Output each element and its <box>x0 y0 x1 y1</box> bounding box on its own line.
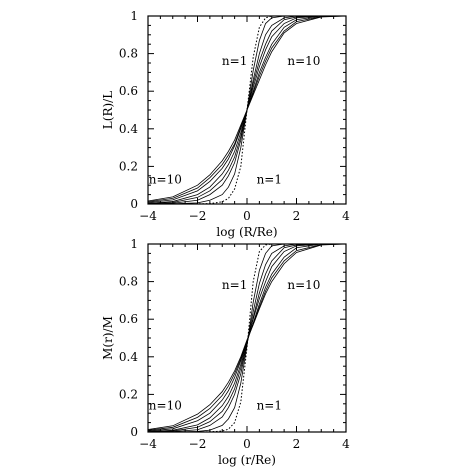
top-y-tick-label: 0.4 <box>119 122 138 136</box>
top-x-tick-label: −2 <box>189 209 207 223</box>
top-annotations: n=1 n=10 n=10 n=1 <box>149 54 321 186</box>
top-y-tick-label: 0.8 <box>119 47 138 61</box>
bottom-annotation: n=1 <box>257 398 282 412</box>
bottom-x-axis-label: log (r/Re) <box>218 453 276 467</box>
top-x-tick-label: 4 <box>342 209 350 223</box>
bottom-y-tick-label: 0.8 <box>119 275 138 289</box>
bottom-y-axis-label: M(r)/M <box>101 316 115 360</box>
bottom-x-tick-label: −4 <box>139 437 157 451</box>
bottom-y-tick-label: 0.4 <box>119 350 138 364</box>
bottom-tick-labels: −4 −2 0 2 4 0 0.2 0.4 0.6 0.8 1 <box>119 237 350 451</box>
bottom-y-tick-label: 0 <box>130 425 138 439</box>
bottom-x-tick-label: −2 <box>189 437 207 451</box>
top-annotation: n=10 <box>287 54 320 68</box>
bottom-annotation: n=10 <box>287 278 320 292</box>
top-curves <box>147 15 347 205</box>
top-annotation: n=10 <box>149 172 182 186</box>
bottom-ticks <box>147 243 347 433</box>
bottom-x-tick-label: 4 <box>342 437 350 451</box>
top-x-tick-label: 2 <box>293 209 301 223</box>
top-x-axis-label: log (R/Re) <box>216 225 277 239</box>
top-y-axis-label: L(R)/L <box>101 91 115 129</box>
bottom-panel: −4 −2 0 2 4 0 0.2 0.4 0.6 0.8 1 n=1 n=10 n=10 n=1 log… <box>101 237 350 467</box>
top-panel: −4 −2 0 2 4 0 0.2 0.4 0.6 0.8 1 n=1 n=10 n=10 n=1 log… <box>101 9 350 239</box>
bottom-annotation: n=10 <box>149 398 182 412</box>
top-annotation: n=1 <box>222 54 247 68</box>
top-annotation: n=1 <box>257 172 282 186</box>
bottom-series-n10-line <box>147 243 347 430</box>
bottom-y-tick-label: 0.2 <box>119 387 138 401</box>
top-y-tick-label: 0.6 <box>119 84 138 98</box>
bottom-annotation: n=1 <box>222 278 247 292</box>
top-y-tick-label: 1 <box>130 9 138 23</box>
top-tick-labels: −4 −2 0 2 4 0 0.2 0.4 0.6 0.8 1 <box>119 9 350 223</box>
bottom-y-tick-label: 1 <box>130 237 138 251</box>
top-y-tick-label: 0.2 <box>119 159 138 173</box>
top-ticks <box>147 15 347 205</box>
bottom-curves <box>147 243 347 433</box>
bottom-y-tick-label: 0.6 <box>119 312 138 326</box>
bottom-series-n3-line <box>147 243 346 433</box>
top-series-n10-line <box>147 15 347 202</box>
top-y-tick-label: 0 <box>130 197 138 211</box>
top-x-tick-label: −4 <box>139 209 157 223</box>
bottom-annotations: n=1 n=10 n=10 n=1 <box>149 278 321 412</box>
bottom-x-tick-label: 2 <box>293 437 301 451</box>
bottom-x-tick-label: 0 <box>243 437 251 451</box>
top-x-tick-label: 0 <box>243 209 251 223</box>
